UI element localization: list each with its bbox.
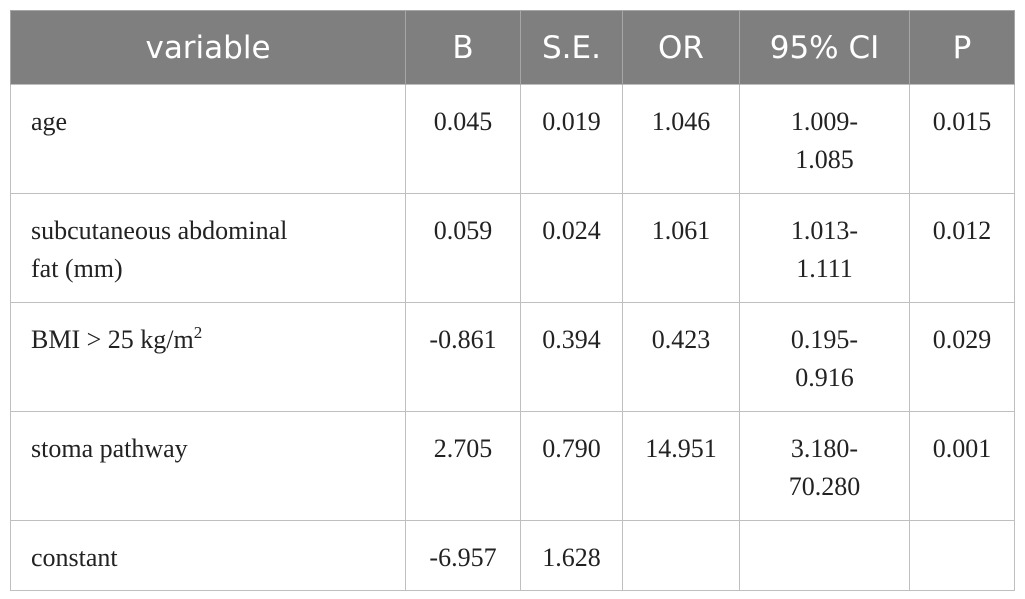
cell-b: 0.059 (405, 193, 521, 303)
cell-p: 0.001 (909, 411, 1015, 521)
header-b: B (405, 10, 521, 85)
cell-se: 0.394 (520, 302, 623, 412)
cell-p: 0.012 (909, 193, 1015, 303)
cell-variable: stoma pathway (10, 411, 406, 521)
cell-variable: subcutaneous abdominal fat (mm) (10, 193, 406, 303)
cell-ci: 3.180- 70.280 (739, 411, 910, 521)
variable-superscript: 2 (193, 323, 203, 342)
header-variable: variable (10, 10, 406, 85)
cell-ci: 1.009- 1.085 (739, 84, 910, 194)
header-se: S.E. (520, 10, 623, 85)
cell-p: 0.029 (909, 302, 1015, 412)
ci-low: 1.009- (790, 107, 859, 136)
ci-low: 3.180- (790, 434, 859, 463)
header-ci: 95% CI (739, 10, 910, 85)
variable-text: BMI > 25 kg/m (31, 325, 194, 354)
variable-line2: fat (mm) (31, 254, 123, 283)
cell-or: 1.046 (622, 84, 740, 194)
cell-p (909, 520, 1015, 591)
cell-se: 0.019 (520, 84, 623, 194)
ci-low: 1.013- (790, 216, 859, 245)
cell-variable: BMI > 25 kg/m2 (10, 302, 406, 412)
header-row: variable B S.E. OR 95% CI P (10, 10, 1015, 85)
cell-or (622, 520, 740, 591)
cell-se: 1.628 (520, 520, 623, 591)
header-p: P (909, 10, 1015, 85)
ci-high: 0.916 (795, 363, 854, 392)
cell-ci: 0.195- 0.916 (739, 302, 910, 412)
cell-variable: age (10, 84, 406, 194)
table-row: constant -6.957 1.628 (10, 520, 1015, 591)
cell-b: -6.957 (405, 520, 521, 591)
regression-table: variable B S.E. OR 95% CI P age 0.045 0.… (10, 10, 1015, 591)
cell-p: 0.015 (909, 84, 1015, 194)
cell-ci (739, 520, 910, 591)
cell-variable: constant (10, 520, 406, 591)
cell-b: 2.705 (405, 411, 521, 521)
ci-high: 70.280 (788, 472, 861, 501)
cell-or: 1.061 (622, 193, 740, 303)
table-row: stoma pathway 2.705 0.790 14.951 3.180- 7… (10, 411, 1015, 521)
cell-b: -0.861 (405, 302, 521, 412)
ci-low: 0.195- (790, 325, 859, 354)
table-row: BMI > 25 kg/m2 -0.861 0.394 0.423 0.195-… (10, 302, 1015, 412)
cell-ci: 1.013- 1.111 (739, 193, 910, 303)
ci-high: 1.111 (796, 254, 853, 283)
ci-high: 1.085 (795, 145, 854, 174)
table-row: age 0.045 0.019 1.046 1.009- 1.085 0.015 (10, 84, 1015, 194)
header-or: OR (622, 10, 740, 85)
regression-table-container: variable B S.E. OR 95% CI P age 0.045 0.… (10, 10, 1015, 591)
cell-or: 14.951 (622, 411, 740, 521)
cell-b: 0.045 (405, 84, 521, 194)
cell-or: 0.423 (622, 302, 740, 412)
cell-se: 0.024 (520, 193, 623, 303)
cell-se: 0.790 (520, 411, 623, 521)
table-row: subcutaneous abdominal fat (mm) 0.059 0.0… (10, 193, 1015, 303)
variable-line1: subcutaneous abdominal (31, 216, 288, 245)
